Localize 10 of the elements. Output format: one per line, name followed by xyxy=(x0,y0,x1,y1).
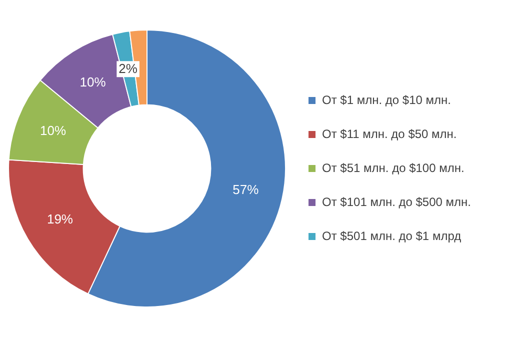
legend-label: От $101 млн. до $500 млн. xyxy=(322,194,472,209)
legend-label: От $1 млн. до $10 млн. xyxy=(322,92,451,107)
legend-label: От $11 млн. до $50 млн. xyxy=(322,126,457,141)
data-label: 57% xyxy=(232,182,260,198)
legend-label: От $51 млн. до $100 млн. xyxy=(322,160,464,175)
data-label: 19% xyxy=(46,212,74,227)
data-label: 10% xyxy=(40,122,66,138)
data-label: 2% xyxy=(118,60,138,76)
data-label: 10% xyxy=(80,74,106,90)
legend-label: От $501 млн. до $1 млрд xyxy=(322,228,462,243)
